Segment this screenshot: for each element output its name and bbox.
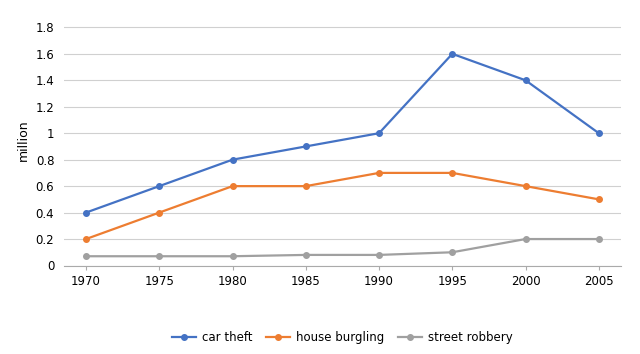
Line: street robbery: street robbery bbox=[83, 236, 602, 259]
car theft bbox=[595, 131, 603, 135]
street robbery bbox=[375, 253, 383, 257]
street robbery bbox=[82, 254, 90, 258]
car theft bbox=[449, 52, 456, 56]
house burgling bbox=[375, 171, 383, 175]
street robbery bbox=[595, 237, 603, 241]
street robbery bbox=[302, 253, 310, 257]
house burgling bbox=[302, 184, 310, 188]
car theft bbox=[156, 184, 163, 188]
street robbery bbox=[156, 254, 163, 258]
street robbery bbox=[522, 237, 529, 241]
street robbery bbox=[449, 250, 456, 255]
house burgling bbox=[595, 197, 603, 201]
car theft bbox=[228, 158, 236, 162]
house burgling bbox=[82, 237, 90, 241]
Line: house burgling: house burgling bbox=[83, 170, 602, 242]
house burgling bbox=[449, 171, 456, 175]
car theft bbox=[522, 78, 529, 82]
Line: car theft: car theft bbox=[83, 51, 602, 215]
house burgling bbox=[156, 211, 163, 215]
house burgling bbox=[228, 184, 236, 188]
car theft bbox=[302, 144, 310, 149]
house burgling bbox=[522, 184, 529, 188]
Legend: car theft, house burgling, street robbery: car theft, house burgling, street robber… bbox=[168, 327, 517, 349]
car theft bbox=[375, 131, 383, 135]
car theft bbox=[82, 211, 90, 215]
Y-axis label: million: million bbox=[17, 119, 30, 161]
street robbery bbox=[228, 254, 236, 258]
